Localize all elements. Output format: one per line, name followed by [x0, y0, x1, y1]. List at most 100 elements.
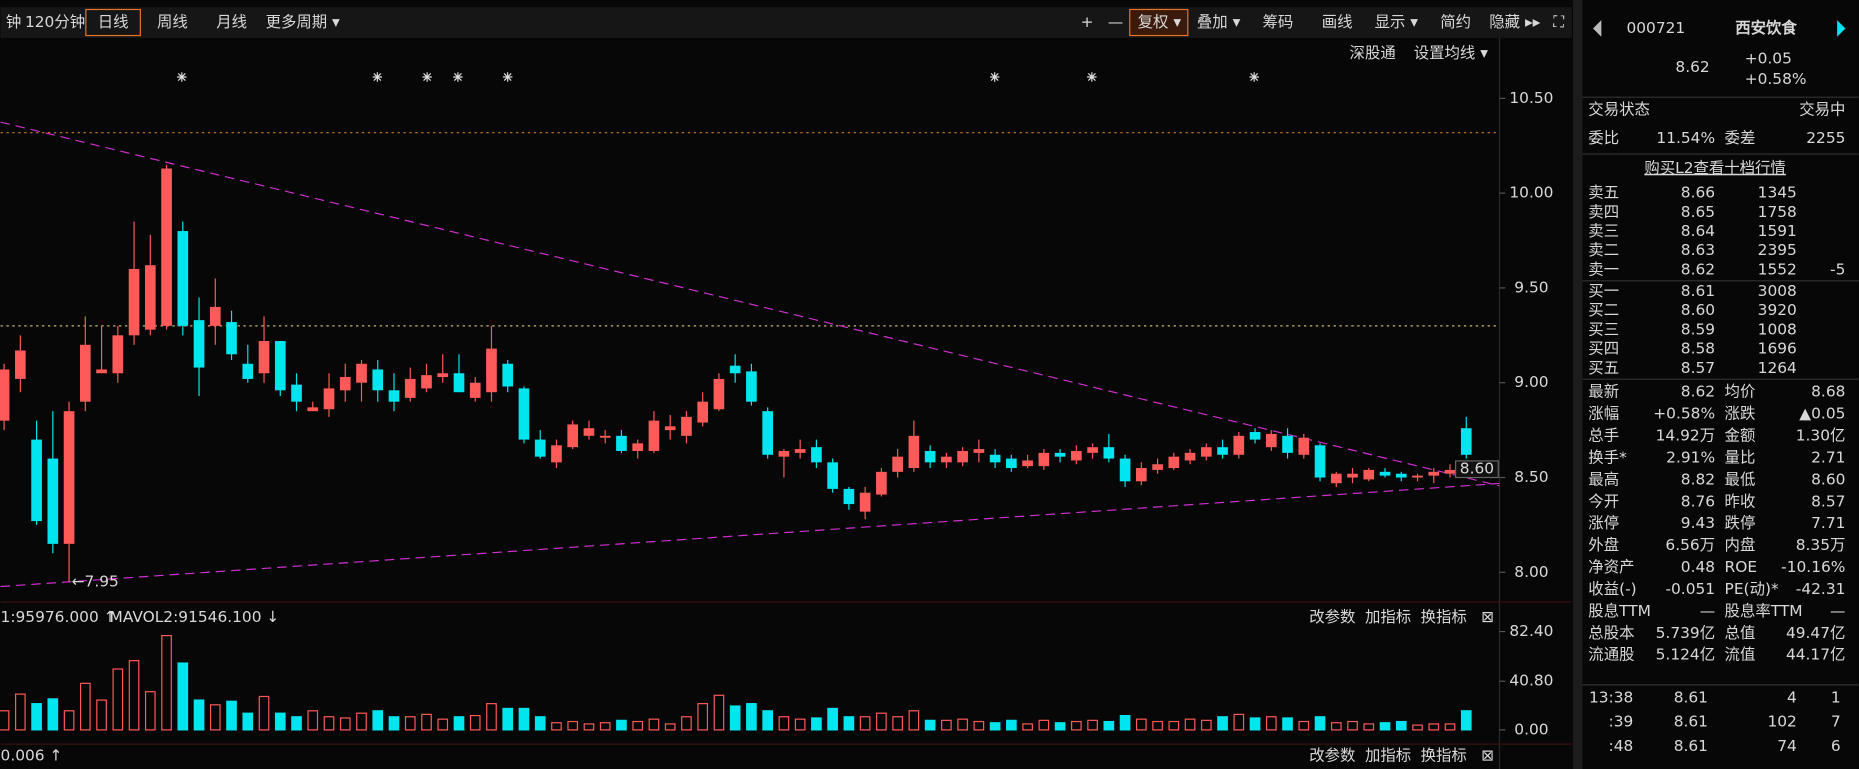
- candle-body: [989, 454, 1001, 463]
- event-marker: [177, 72, 187, 82]
- tick-volume: 74: [1777, 737, 1797, 755]
- volume-bar: [762, 710, 774, 731]
- volume-bar: [843, 716, 855, 731]
- candle-body: [1038, 452, 1050, 467]
- indicator-button[interactable]: 加指标: [1365, 746, 1411, 764]
- volume-bar: [63, 710, 75, 731]
- event-marker: [502, 72, 513, 82]
- stat-value: 7.71: [1811, 514, 1845, 532]
- nav-arrow[interactable]: [1593, 20, 1602, 37]
- stat-value: 6.56万: [1665, 536, 1715, 554]
- indicator-button[interactable]: ⊠: [1481, 608, 1494, 626]
- stat-value: 8.82: [1681, 470, 1715, 488]
- label: 委差: [1725, 129, 1756, 147]
- toolbar-button[interactable]: 更多周期 ▾: [266, 13, 340, 31]
- event-marker: [453, 72, 463, 82]
- volume-bar: [1168, 720, 1180, 731]
- bid-label: 买二: [1588, 301, 1619, 319]
- y-tick-label: 40.80: [1509, 672, 1553, 690]
- candle-body: [551, 445, 562, 463]
- volume-bar: [31, 703, 42, 731]
- candle-body: [1184, 452, 1196, 461]
- candle-body: [486, 348, 497, 393]
- candle-body: [323, 388, 335, 410]
- volume-bar: [1460, 710, 1472, 731]
- indicator-button[interactable]: 改参数: [1309, 608, 1355, 626]
- indicator-button[interactable]: ⊠: [1481, 746, 1494, 764]
- toolbar-button[interactable]: 简约: [1440, 13, 1471, 31]
- l2-link[interactable]: 购买L2查看十档行情: [1644, 159, 1786, 177]
- volume-bar: [1379, 722, 1391, 731]
- candle-body: [729, 365, 741, 374]
- candle-body: [356, 363, 367, 383]
- volume-bar: [47, 698, 59, 731]
- candle-body: [79, 344, 91, 402]
- candle-body: [1314, 445, 1326, 478]
- candle-body: [112, 335, 124, 374]
- y-tick-label: 9.50: [1514, 278, 1548, 296]
- toolbar-button[interactable]: 筹码: [1262, 13, 1293, 31]
- ask-volume: 2395: [1758, 241, 1797, 259]
- stock-code: 000721: [1626, 19, 1685, 37]
- candle-body: [437, 373, 449, 378]
- candle-body: [908, 435, 920, 469]
- indicator-legend: 0.006 ↑: [1, 746, 63, 764]
- indicator-button[interactable]: 加指标: [1365, 608, 1411, 626]
- volume-bar: [664, 723, 676, 731]
- indicator-button[interactable]: 改参数: [1309, 746, 1355, 764]
- volume-bar: [876, 712, 887, 731]
- label: 交易状态: [1588, 101, 1650, 119]
- stat-value: 49.47亿: [1786, 624, 1845, 642]
- candle-body: [1054, 452, 1066, 457]
- toolbar-button[interactable]: 钟: [6, 13, 21, 31]
- ask-label: 卖四: [1588, 203, 1619, 221]
- nav-arrow[interactable]: [1837, 20, 1846, 37]
- volume-bar: [989, 722, 1001, 731]
- toolbar-button[interactable]: 设置均线 ▾: [1414, 44, 1488, 62]
- volume-bar: [15, 693, 26, 731]
- stat-label: PE(动)*: [1725, 580, 1779, 598]
- toolbar-button[interactable]: +: [1081, 13, 1094, 31]
- candle-body: [1119, 458, 1131, 482]
- toolbar-button[interactable]: —: [1108, 13, 1123, 31]
- toolbar-button[interactable]: 显示 ▾: [1375, 13, 1419, 31]
- toolbar-button[interactable]: 深股通: [1350, 44, 1396, 62]
- candle-body: [1022, 460, 1033, 467]
- toolbar-button[interactable]: 周线: [157, 13, 188, 31]
- volume-bar: [551, 722, 562, 731]
- volume-bar: [1119, 714, 1131, 731]
- volume-bar: [1298, 720, 1310, 731]
- toolbar-button[interactable]: 月线: [216, 13, 247, 31]
- tick-count: 6: [1831, 737, 1841, 755]
- candle-body: [31, 439, 42, 522]
- indicator-legend: 1:95976.000 ↑: [1, 608, 117, 626]
- volume-bar: [79, 682, 91, 731]
- y-tick-label: 10.00: [1509, 184, 1553, 202]
- toolbar-button[interactable]: 隐藏 ▸▸: [1489, 13, 1540, 31]
- toolbar-button[interactable]: 叠加 ▾: [1197, 13, 1241, 31]
- volume-bar: [1444, 723, 1456, 731]
- bid-price: 8.59: [1681, 320, 1715, 338]
- stat-label: 均价: [1725, 383, 1756, 401]
- toolbar-button[interactable]: 日线: [98, 13, 129, 31]
- volume-bar: [941, 719, 952, 731]
- candle-body: [226, 322, 237, 355]
- volume-bar: [421, 713, 432, 731]
- candle-body: [1103, 447, 1115, 459]
- volume-bar: [1347, 720, 1358, 731]
- stat-value: -0.051: [1665, 580, 1715, 598]
- indicator-button[interactable]: 换指标: [1421, 746, 1467, 764]
- candle-body: [583, 428, 595, 436]
- toolbar-button[interactable]: 复权 ▾: [1138, 13, 1182, 31]
- stat-value: 2.91%: [1666, 448, 1715, 466]
- toolbar-button[interactable]: ⛶: [1553, 13, 1564, 31]
- toolbar-button[interactable]: 120分钟: [25, 13, 85, 31]
- volume-bar: [1038, 719, 1050, 731]
- candle-body: [372, 369, 384, 391]
- indicator-button[interactable]: 换指标: [1421, 608, 1467, 626]
- toolbar-button[interactable]: 画线: [1322, 13, 1353, 31]
- stat-label: 最低: [1725, 470, 1756, 488]
- volume-bar: [794, 718, 806, 731]
- candle-body: [404, 378, 416, 398]
- volume-bar: [681, 716, 692, 731]
